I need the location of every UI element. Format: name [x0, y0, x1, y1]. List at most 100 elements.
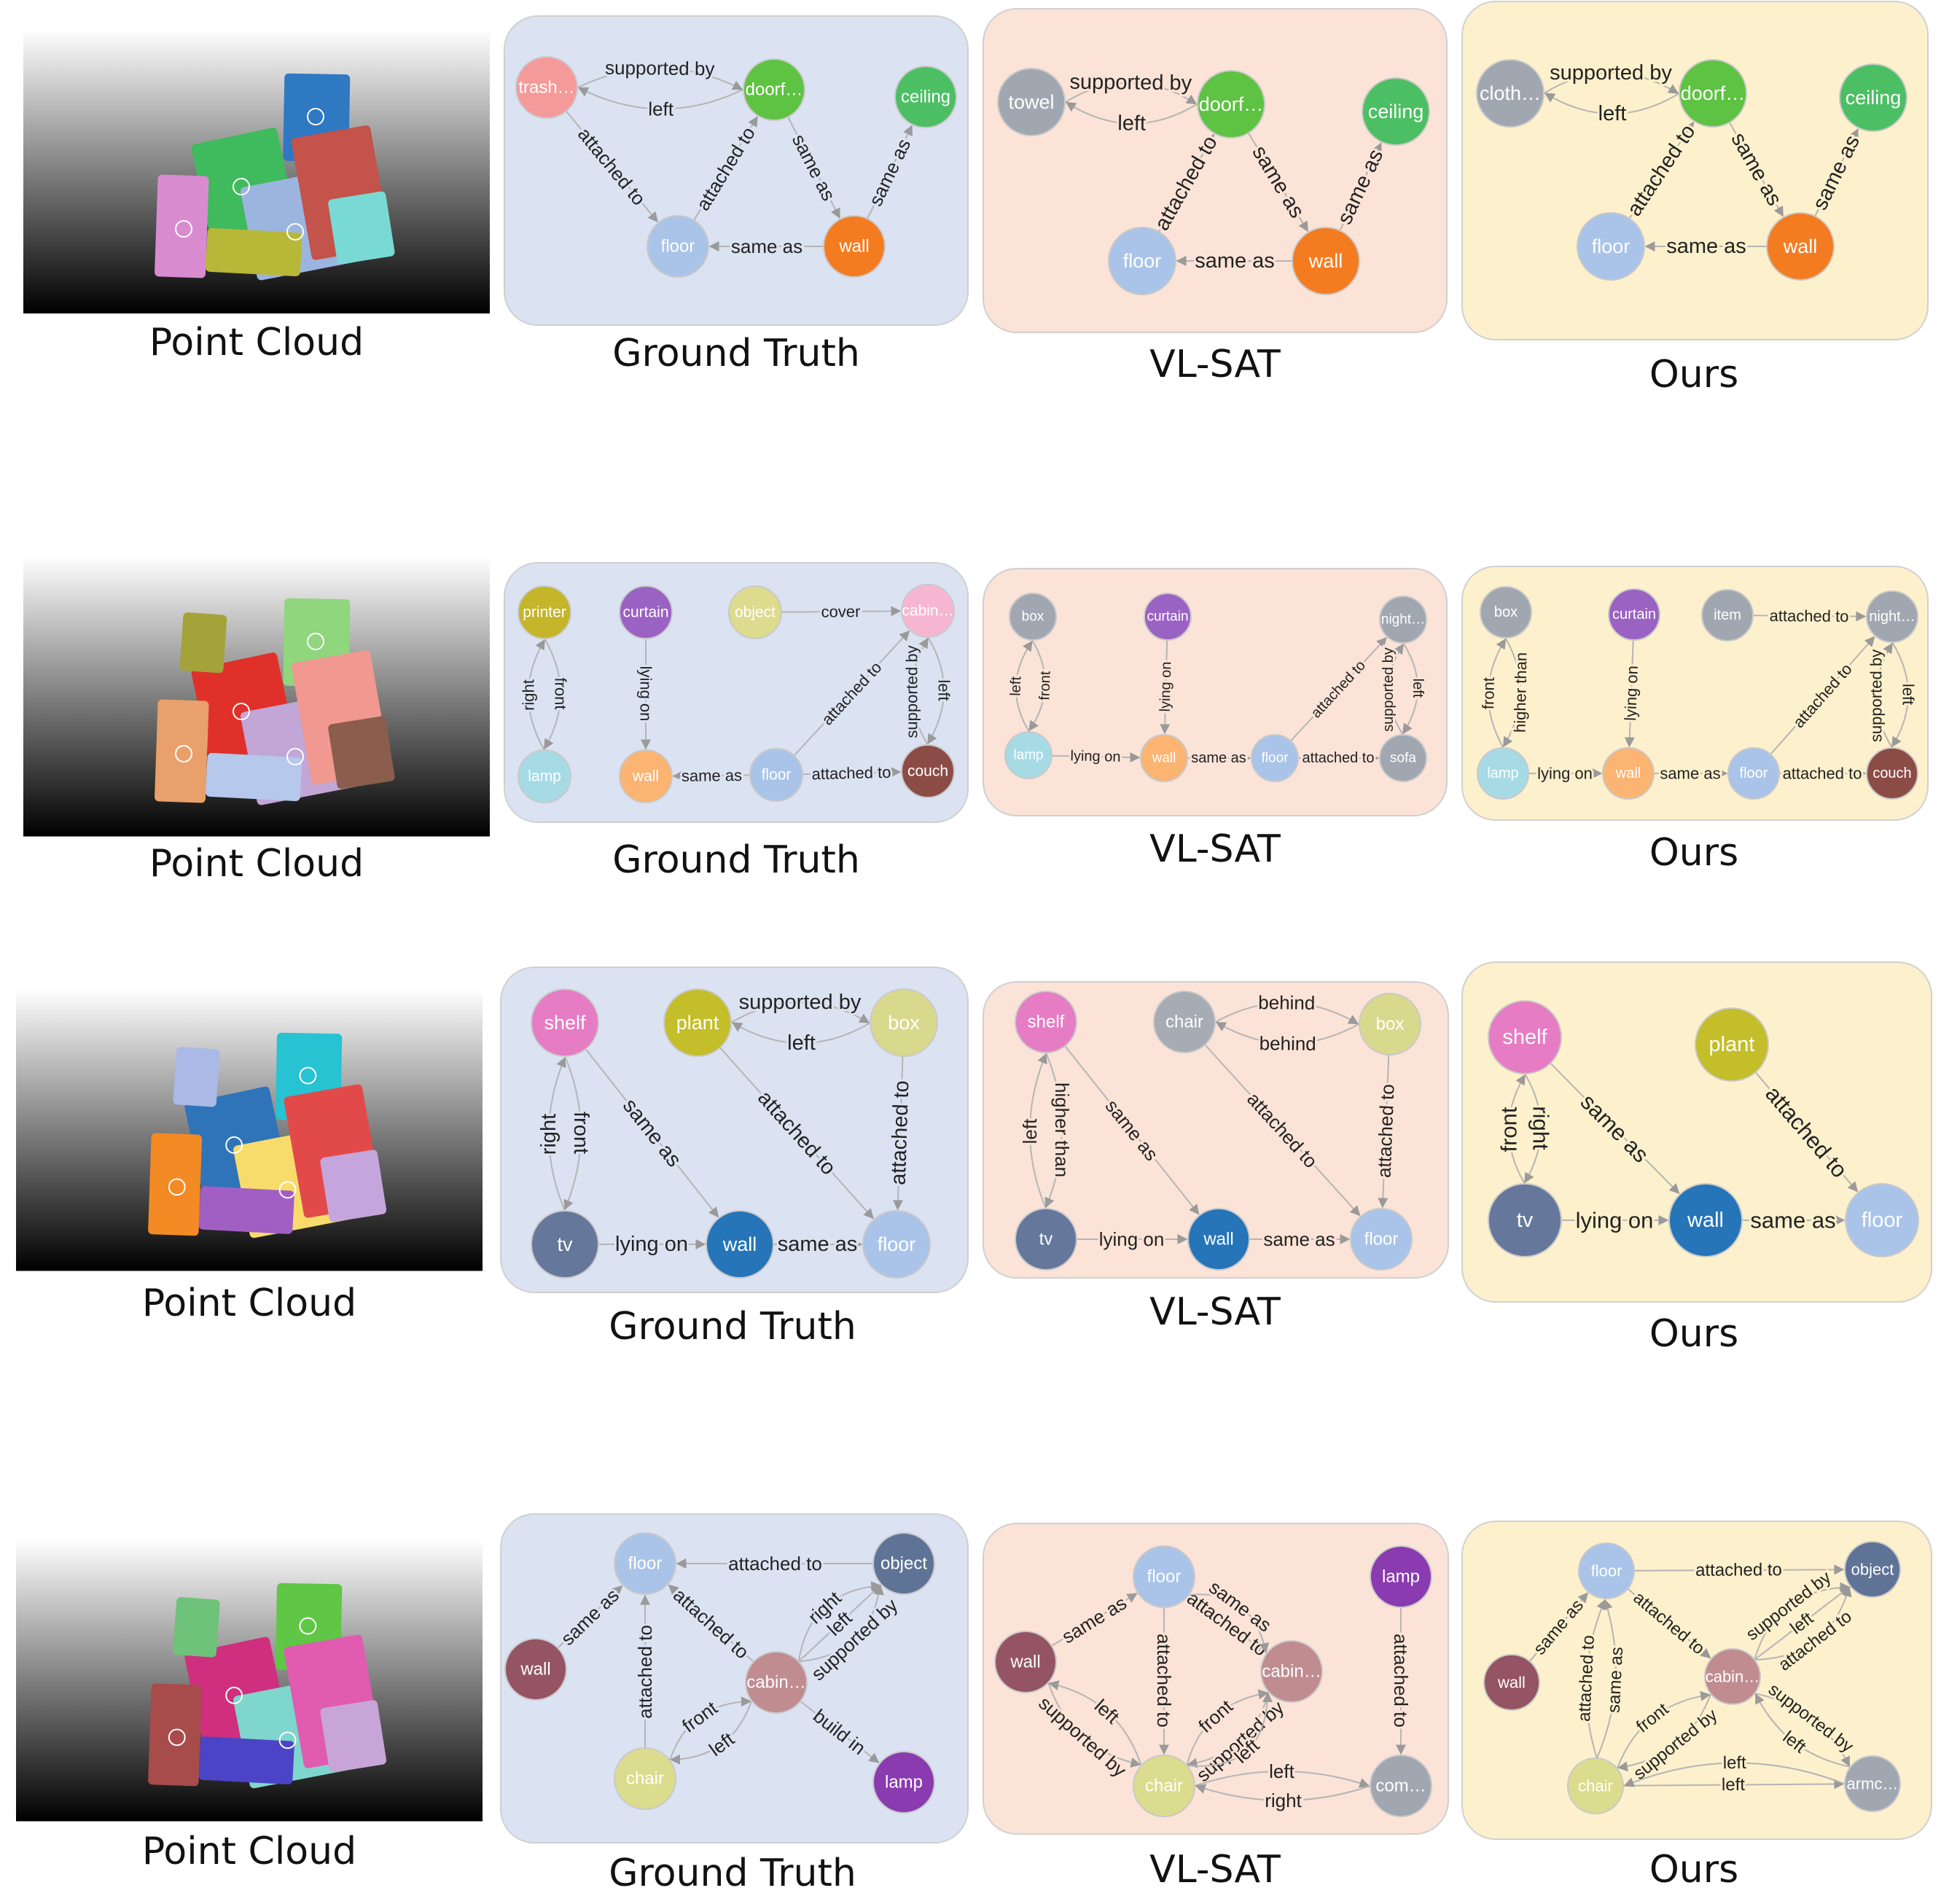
graph-node [1577, 212, 1645, 281]
node-label: curtain [1612, 606, 1656, 623]
object-center-marker [278, 1731, 297, 1749]
node-label: ceiling [901, 87, 950, 107]
node-label: wall [1152, 751, 1176, 766]
ground-truth-graph-row-3: supported by left right front same as attache… [500, 967, 969, 1293]
graph-panel-background [1461, 1, 1929, 340]
edge-label: higher than [1511, 652, 1531, 733]
graph-node [518, 749, 571, 803]
graph-edge [693, 116, 758, 221]
graph-edge [719, 1047, 874, 1220]
node-label: printer [523, 604, 566, 621]
graph-node [518, 585, 571, 639]
graph-node [1292, 227, 1360, 295]
graph-node [894, 66, 957, 128]
edge-label: attached to [1695, 1560, 1782, 1580]
graph-node [1766, 212, 1835, 281]
object-center-marker [233, 703, 250, 720]
graph-edge [1188, 1594, 1267, 1653]
node-label: curtain [622, 604, 668, 621]
graph-node [1477, 747, 1529, 800]
graph-edge [1508, 1074, 1526, 1185]
node-label: plant [676, 1012, 719, 1034]
node-label: box [1376, 1015, 1405, 1034]
graph-edge [577, 67, 743, 90]
object-center-marker [168, 1178, 186, 1196]
graph-edge [1543, 72, 1679, 94]
graph-edge [1402, 642, 1418, 735]
graph-edge [1754, 1586, 1851, 1661]
edge-label: lying on [637, 666, 655, 722]
ours-caption: Ours [1649, 831, 1739, 875]
ground-truth-caption: Ground Truth [609, 1305, 856, 1349]
graph-edge [1188, 1593, 1270, 1654]
graph-node [1362, 77, 1430, 146]
node-label: doorf… [1199, 93, 1264, 115]
object-center-marker [168, 1728, 186, 1747]
graph-edge [731, 1022, 871, 1044]
node-label: sofa [1390, 751, 1416, 766]
edge-label: same as [1195, 249, 1275, 273]
edge-label: left [648, 98, 674, 120]
edge-label: same as [1666, 235, 1746, 258]
edge-label: attached to [1769, 606, 1848, 625]
graph-edge [1617, 1693, 1712, 1772]
graph-node [1153, 991, 1216, 1053]
graph-edge [1754, 1582, 1851, 1661]
node-label: floor [1591, 1562, 1622, 1580]
node-label: floor [878, 1233, 916, 1255]
node-label: floor [1592, 235, 1630, 257]
graph-node [515, 56, 578, 119]
graph-node [1260, 1640, 1323, 1703]
edge-label: lying on [615, 1233, 688, 1256]
ground-truth-graph-row-2: right front lying on cover attached to leftsu… [504, 562, 969, 823]
graph-edge [1204, 1044, 1361, 1217]
graph-node [1480, 586, 1532, 639]
graph-edge [548, 1056, 566, 1212]
graph-edge [1065, 101, 1198, 125]
edge-label: same as [1604, 1647, 1628, 1714]
point-cloud-caption: Point Cloud [149, 842, 364, 886]
ground-truth-caption: Ground Truth [612, 838, 860, 882]
edge-label: left [1410, 679, 1426, 698]
graph-edge [1875, 642, 1893, 749]
graph-edge [557, 1585, 623, 1649]
node-label: tv [1517, 1209, 1534, 1232]
node-label: floor [762, 767, 792, 784]
graph-node [872, 1532, 935, 1595]
node-label: wall [1308, 250, 1343, 272]
graph-edge [1051, 1593, 1138, 1647]
graph-edge [1891, 641, 1909, 748]
graph-node [823, 215, 886, 278]
edge-label: left [1722, 1775, 1746, 1795]
edge-label: higher than [1051, 1082, 1073, 1177]
edge-label: left [1899, 684, 1918, 705]
graph-edge [892, 1056, 904, 1211]
node-label: wall [722, 1233, 757, 1255]
point-cloud-segment [206, 227, 302, 277]
graph-edge [1047, 1682, 1141, 1768]
graph-edge [1028, 639, 1047, 732]
point-cloud-segment [173, 1597, 220, 1658]
object-center-marker [278, 1181, 297, 1199]
node-label: wall [632, 768, 659, 785]
graph-edge [1754, 1693, 1851, 1768]
edge-label: supported by [1069, 71, 1192, 95]
edge-label: front [569, 1112, 593, 1154]
node-label: floor [1123, 250, 1162, 272]
graph-edge [1290, 636, 1387, 742]
edge-label: supported by [605, 57, 715, 80]
graph-edge [1524, 1073, 1542, 1184]
point-cloud-segment [148, 1683, 203, 1787]
graph-edge [1015, 640, 1033, 733]
edge-label: right [537, 1114, 561, 1155]
graph-node [1379, 596, 1427, 644]
edge-label: lying on [1070, 748, 1120, 765]
graph-node [1015, 1208, 1077, 1271]
graph-edge [1186, 1689, 1269, 1766]
edge-label: supported by [739, 991, 862, 1014]
point-cloud-segment [198, 1736, 294, 1784]
point-cloud-image-row-4 [16, 1539, 483, 1822]
